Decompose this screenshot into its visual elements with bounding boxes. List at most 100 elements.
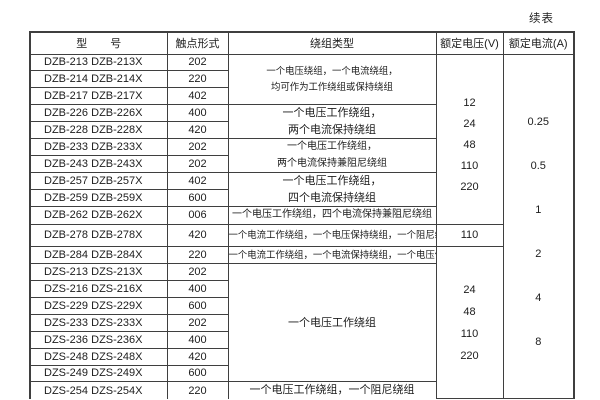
header-voltage: 额定电压(V) (435, 31, 504, 55)
contact-form-cell: 600 (166, 296, 229, 315)
model-base: DZB-228 (44, 124, 89, 137)
current-value: 0.5 (530, 160, 546, 173)
voltage-value: 48 (463, 305, 476, 318)
winding-type-line: 一个电流工作绕组，一个电压保持绕组，一个阻尼绕组 (228, 228, 436, 240)
model-cell: DZS-216 DZS-216X (29, 280, 168, 298)
voltage-value: 220 (460, 181, 479, 194)
winding-type-line: 一个电压工作绕组， (282, 175, 382, 188)
model-cell: DZB-284 DZB-284X (29, 245, 168, 265)
model-cell: DZB-257 DZB-257X (29, 172, 168, 191)
winding-type-cell: 一个电压工作绕组，一个阻尼绕组 (227, 381, 437, 399)
table-row: DZB-284 DZB-284X 220 一个电流工作绕组，一个电流保持绕组，一个电压… (29, 245, 574, 400)
model-cell: DZB-228 DZB-228X (29, 121, 168, 140)
model-cell: DZS-236 DZS-236X (29, 330, 168, 349)
continued-table-label: 续表 (529, 13, 554, 25)
model-variant: DZB-243X (91, 158, 143, 171)
contact-form-cell: 420 (166, 347, 229, 366)
model-variant: DZS-248X (91, 350, 143, 363)
voltage-value: 110 (460, 160, 479, 173)
contact-form-cell: 400 (166, 104, 229, 123)
model-base: DZB-257 (44, 175, 89, 188)
voltage-value: 12 (463, 97, 476, 110)
model-variant: DZS-216X (91, 283, 143, 295)
current-value: 8 (535, 336, 542, 349)
model-base: DZB-259 (44, 192, 89, 205)
contact-form-cell: 202 (166, 313, 229, 332)
rated-voltage-cell: 110 (435, 223, 504, 247)
rated-voltage-cell: 24 48 110 220 (435, 245, 504, 400)
model-variant: DZS-236X (91, 333, 143, 346)
model-base: DZB-214 (44, 73, 89, 86)
table-row: DZB-213 DZB-213X 202 一个电压绕组，一个电流绕组， 均可作为工作绕组… (29, 53, 575, 400)
model-base: DZB-278 (44, 229, 89, 242)
voltage-value: 110 (460, 228, 479, 241)
table-row: DZB-243 DZB-243X 202 (29, 155, 574, 174)
current-value: 0.25 (527, 116, 549, 129)
winding-type-line: 一个电压工作绕组， (282, 107, 382, 120)
model-variant: DZB-217X (91, 90, 143, 103)
current-value: 2 (535, 248, 542, 261)
model-cell: DZB-214 DZB-214X (29, 70, 168, 89)
model-cell: DZB-243 DZB-243X (29, 155, 168, 174)
table-row: DZB-278 DZB-278X 420 一个电流工作绕组，一个电压保持绕组，一个阻尼… (29, 223, 574, 247)
model-variant: DZB-259X (91, 192, 143, 205)
contact-form-cell: 402 (166, 87, 229, 106)
voltage-value: 48 (463, 139, 476, 152)
winding-type-cell: 一个电压工作绕组， 四个电流保持绕组 (227, 172, 437, 208)
model-cell: DZB-278 DZB-278X (29, 223, 168, 247)
model-cell: DZS-249 DZS-249X (29, 364, 168, 383)
model-variant: DZB-262X (91, 209, 143, 222)
table-row: DZS-236 DZS-236X 400 (29, 330, 574, 349)
model-variant: DZS-213X (91, 266, 143, 279)
contact-form-cell: 202 (166, 263, 229, 282)
header-current: 额定电流(A) (502, 31, 575, 55)
model-base: DZB-262 (44, 209, 89, 222)
winding-type-line: 两个电流保持绕组 (288, 123, 376, 136)
contact-form-cell: 400 (166, 330, 229, 349)
model-cell: DZS-213 DZS-213X (29, 263, 168, 282)
rated-current-cell: 0.25 0.5 1 2 4 8 (502, 53, 575, 400)
model-base: DZB-243 (44, 158, 89, 171)
model-cell: DZB-217 DZB-217X (29, 87, 168, 106)
model-variant: DZS-254X (91, 384, 143, 397)
model-cell: DZB-262 DZB-262X (29, 206, 168, 225)
voltage-value: 220 (460, 349, 479, 362)
model-base: DZB-233 (44, 141, 89, 154)
model-cell: DZS-248 DZS-248X (29, 347, 168, 366)
table-row: DZS-254 DZS-254X 220 一个电压工作绕组，一个阻尼绕组 (29, 381, 574, 399)
header-row: 型 号 触点形式 绕组类型 额定电压(V) 额定电流(A) (29, 31, 575, 55)
winding-type-line: 四个电流保持绕组 (288, 191, 376, 204)
winding-type-cell: 一个电流工作绕组，一个电压保持绕组，一个阻尼绕组 (227, 223, 437, 247)
rated-voltage-cell: 12 24 48 110 220 (435, 53, 504, 225)
model-variant: DZB-226X (91, 107, 143, 120)
model-base: DZS-248 (44, 350, 89, 363)
contact-form-cell: 220 (166, 381, 229, 399)
model-cell: DZS-229 DZS-229X (29, 296, 168, 315)
model-cell: DZB-259 DZB-259X (29, 189, 168, 208)
model-base: DZS-213 (44, 266, 89, 279)
model-variant: DZB-214X (91, 73, 143, 86)
winding-type-cell: 一个电压工作绕组 (227, 263, 437, 383)
contact-form-cell: 202 (166, 155, 229, 174)
contact-form-cell: 600 (166, 189, 229, 208)
model-variant: DZB-233X (91, 141, 143, 154)
voltage-value: 110 (460, 327, 479, 340)
model-variant: DZS-229X (91, 299, 143, 312)
model-base: DZB-217 (44, 90, 89, 103)
winding-type-cell: 一个电流工作绕组，一个电流保持绕组，一个电压保持绕组 (227, 245, 437, 265)
winding-type-cell: 一个电压工作绕组， 两个电流保持绕组 (227, 104, 437, 140)
contact-form-cell: 006 (166, 206, 229, 225)
model-variant: DZB-257X (91, 175, 143, 188)
model-base: DZS-254 (44, 384, 89, 397)
table-row: DZB-262 DZB-262X 006 一个电压工作绕组，四个电流保持兼阻尼绕组 (29, 206, 574, 225)
table-row: DZS-233 DZS-233X 202 (29, 313, 574, 332)
model-variant: DZB-284X (91, 248, 143, 261)
model-cell: DZB-233 DZB-233X (29, 138, 168, 157)
voltage-value: 24 (463, 118, 476, 131)
winding-type-line: 一个电压绕组，一个电流绕组， (266, 64, 398, 76)
model-variant: DZS-249X (91, 367, 143, 380)
model-base: DZS-229 (44, 299, 89, 312)
header-winding: 绕组类型 (227, 31, 437, 55)
model-cell: DZS-254 DZS-254X (29, 381, 168, 399)
